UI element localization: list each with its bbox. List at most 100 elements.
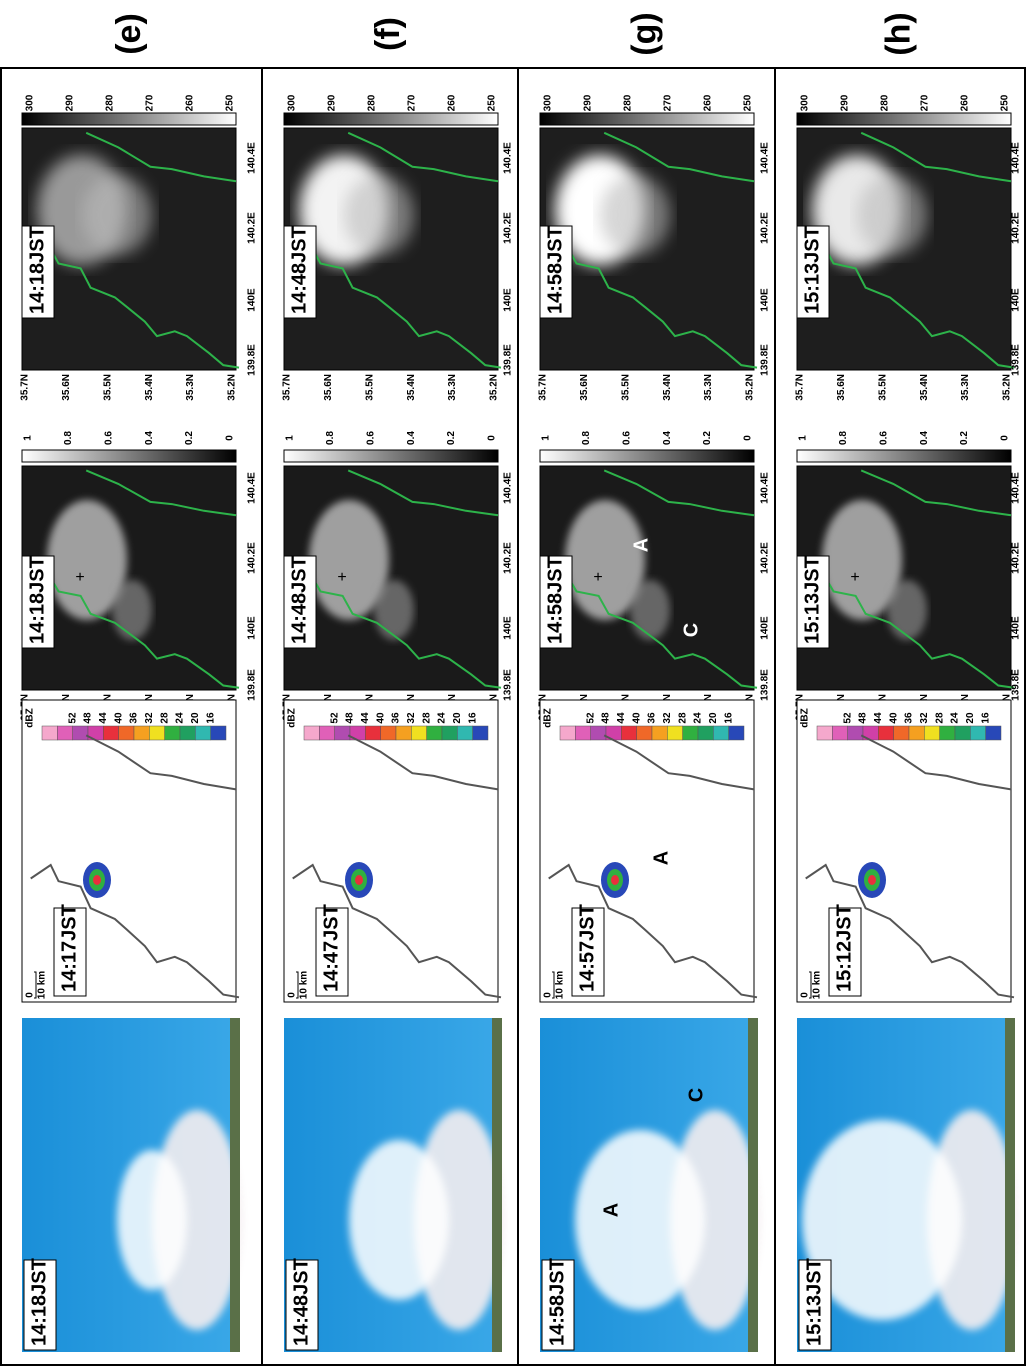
time-label-box [798, 1259, 832, 1351]
radar-colorbar-tick: 52 [67, 712, 78, 724]
echo [868, 875, 876, 885]
coastline [292, 863, 502, 999]
radar-colorbar-tick: 24 [693, 712, 704, 724]
temp-colorbar-tick: 250 [487, 94, 498, 111]
temp-colorbar-tick: 270 [407, 94, 418, 111]
coastline [347, 734, 499, 791]
radar-unit: dBZ [543, 708, 554, 727]
radar-colorbar-segment [411, 725, 427, 741]
prob-colorbar [21, 449, 237, 463]
radar-colorbar-segment [908, 725, 925, 741]
scale-bar [552, 971, 555, 999]
radar-colorbar-tick: 52 [585, 712, 596, 724]
time-label: 15:13JST [801, 556, 823, 644]
lat-label: 35.3N [960, 374, 971, 401]
temp-colorbar-tick: 250 [743, 94, 754, 111]
radar-colorbar-segment [210, 725, 227, 741]
radar-colorbar-segment [939, 725, 956, 741]
time-label: 14:48JST [288, 556, 310, 644]
cloud-top [344, 175, 414, 255]
time-label-box [23, 1259, 57, 1351]
radar-colorbar-segment [954, 725, 971, 741]
lat-label: 35.7N [795, 374, 806, 401]
radar-colorbar-segment [893, 725, 910, 741]
radar-colorbar-segment [426, 725, 443, 741]
ground [748, 1018, 758, 1352]
prob-colorbar-tick: 1 [23, 435, 34, 441]
radar-colorbar-tick: 24 [175, 712, 186, 724]
probability-area [565, 500, 645, 620]
time-label-box [53, 907, 87, 997]
radar-colorbar-tick: 44 [873, 712, 884, 724]
time-label-box [541, 1259, 575, 1351]
coastline [860, 131, 1012, 183]
site-marker: + [337, 569, 346, 586]
coastline [548, 863, 758, 999]
time-label: 14:18JST [26, 226, 48, 314]
radar-colorbar-segment [164, 725, 181, 741]
lat-label: 35.5N [620, 374, 631, 401]
radar-unit: dBZ [287, 708, 298, 727]
lon-label: 140.2E [1011, 212, 1022, 244]
prob-colorbar-tick: 0.4 [919, 431, 930, 445]
scale-bar [809, 971, 812, 999]
temp-colorbar [283, 112, 499, 126]
radar-colorbar-tick: 44 [360, 712, 371, 724]
radar-colorbar-segment [303, 725, 320, 741]
cloud [414, 1110, 504, 1330]
lat-label: 35.3N [703, 374, 714, 401]
radar-colorbar-tick: 24 [950, 712, 961, 724]
radar-colorbar-tick: 16 [467, 712, 478, 724]
lat-label: 35.2N [1002, 374, 1013, 401]
radar-colorbar-segment [713, 725, 729, 741]
echo [611, 875, 619, 885]
lat-label: 35.4N [144, 374, 155, 401]
radar-colorbar-tick: 40 [888, 712, 899, 724]
radar-colorbar-tick: 16 [205, 712, 216, 724]
radar-colorbar-tick: 32 [144, 712, 155, 724]
radar-colorbar-segment [41, 725, 58, 741]
lon-label: 140.2E [760, 212, 771, 244]
radar-colorbar-segment [667, 725, 683, 741]
prob-colorbar-tick: 0 [225, 435, 236, 441]
ground [492, 1018, 502, 1352]
ground [1005, 1018, 1015, 1352]
prob-colorbar-tick: 0.8 [581, 431, 592, 445]
temp-colorbar-tick: 290 [840, 94, 851, 111]
prob-colorbar-tick: 1 [541, 435, 552, 441]
radar-colorbar-segment [728, 725, 745, 741]
radar-colorbar-segment [395, 725, 412, 741]
prob-colorbar-tick: 0.2 [184, 431, 195, 445]
radar-colorbar-tick: 32 [406, 712, 417, 724]
temp-colorbar-tick: 260 [703, 94, 714, 111]
lat-label: 35.6N [61, 374, 72, 401]
lat-label: 35.6N [323, 374, 334, 401]
lon-label: 140E [760, 616, 771, 640]
radar-colorbar-segment [682, 725, 699, 741]
probability-area [822, 500, 902, 620]
radar-colorbar-tick: 32 [919, 712, 930, 724]
prob-colorbar-tick: 0.2 [702, 431, 713, 445]
prob-colorbar-tick: 0 [1000, 435, 1011, 441]
temp-colorbar-tick: 290 [583, 94, 594, 111]
radar-colorbar-segment [380, 725, 397, 741]
radar-colorbar-tick: 48 [345, 712, 356, 724]
lon-label: 140E [503, 288, 514, 312]
site-marker: + [75, 569, 84, 586]
prob-colorbar-tick: 0 [743, 435, 754, 441]
temp-colorbar-tick: 300 [800, 94, 811, 111]
time-label: 14:57JST [576, 904, 598, 992]
prob-colorbar-tick: 0.8 [325, 431, 336, 445]
cloud-top [82, 175, 152, 255]
cloud [349, 1140, 449, 1300]
lat-label: 35.2N [745, 374, 756, 401]
coastline [548, 576, 758, 689]
lon-label: 139.8E [760, 344, 771, 376]
cloud-top [857, 175, 927, 255]
cloud [670, 1110, 760, 1330]
radar-colorbar-segment [590, 725, 607, 741]
radar-colorbar-tick: 40 [113, 712, 124, 724]
lon-label: 140E [760, 288, 771, 312]
radar-colorbar-tick: 20 [965, 712, 976, 724]
radar-colorbar-segment [575, 725, 591, 741]
